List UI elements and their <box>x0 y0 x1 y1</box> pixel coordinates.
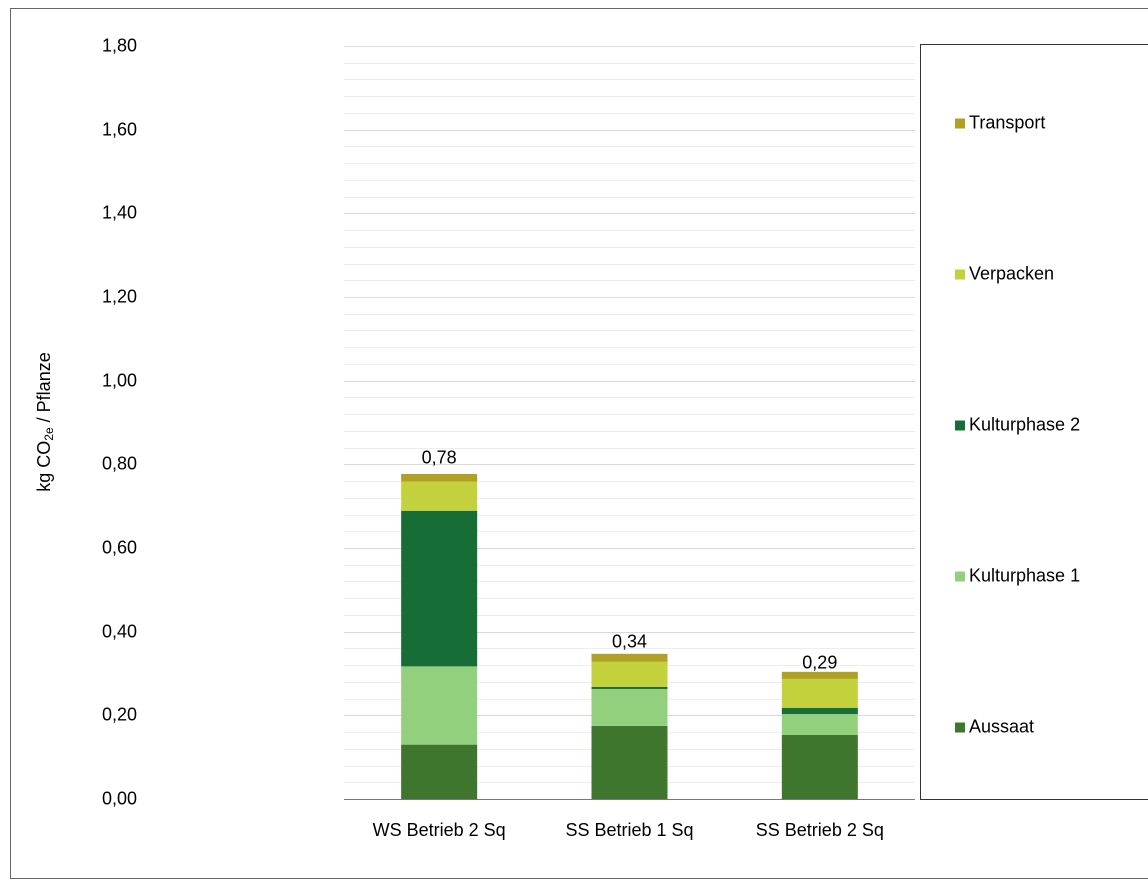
bar-segment <box>781 734 858 799</box>
legend-swatch <box>955 571 965 582</box>
bar-segment <box>781 707 858 715</box>
legend-label: Aussaat <box>969 716 1034 736</box>
bar-segment <box>591 725 668 799</box>
legend-label: Verpacken <box>969 263 1054 283</box>
y-tick-label: 1,80 <box>102 35 137 55</box>
y-tick-label: 1,00 <box>102 370 137 390</box>
bar-segment <box>781 671 858 679</box>
bar-segment <box>781 714 858 735</box>
y-axis-title: kg CO2e / Pflanze <box>34 352 56 491</box>
y-tick-label: 1,60 <box>102 119 137 139</box>
legend-label: Transport <box>969 112 1045 132</box>
bar-segment <box>591 686 668 689</box>
y-tick-label: 1,20 <box>102 286 137 306</box>
bar-segment <box>401 744 478 799</box>
bar-segment <box>591 661 668 687</box>
legend-swatch <box>955 118 965 129</box>
legend-swatch <box>955 420 965 431</box>
y-tick-label: 1,40 <box>102 202 137 222</box>
bar-segment <box>401 666 478 745</box>
y-title-sub: 2e <box>42 427 56 441</box>
bar-segment <box>591 688 668 726</box>
total-label: 0,34 <box>612 632 647 652</box>
legend-label: Kulturphase 2 <box>969 414 1080 434</box>
y-tick-label: 0,20 <box>102 704 137 724</box>
y-tick-label: 0,40 <box>102 621 137 641</box>
bar-segment <box>401 473 478 482</box>
y-title-rest: / Pflanze <box>34 352 54 427</box>
legend-swatch <box>955 722 965 733</box>
legend-swatch <box>955 269 965 280</box>
legend-label: Kulturphase 1 <box>969 565 1080 585</box>
bar-segment <box>401 481 478 511</box>
bar-segment <box>781 678 858 708</box>
bar-segment <box>401 510 478 667</box>
x-tick-label: WS Betrieb 2 Sq <box>373 820 506 840</box>
y-tick-label: 0,60 <box>102 537 137 557</box>
bar-segment <box>591 653 668 662</box>
y-title-text: kg CO <box>34 441 54 492</box>
y-tick-label: 0,00 <box>102 788 137 808</box>
total-label: 0,29 <box>802 652 837 672</box>
x-tick-label: SS Betrieb 2 Sq <box>756 820 884 840</box>
y-tick-label: 0,80 <box>102 453 137 473</box>
x-tick-label: SS Betrieb 1 Sq <box>565 820 693 840</box>
total-label: 0,78 <box>422 447 457 467</box>
